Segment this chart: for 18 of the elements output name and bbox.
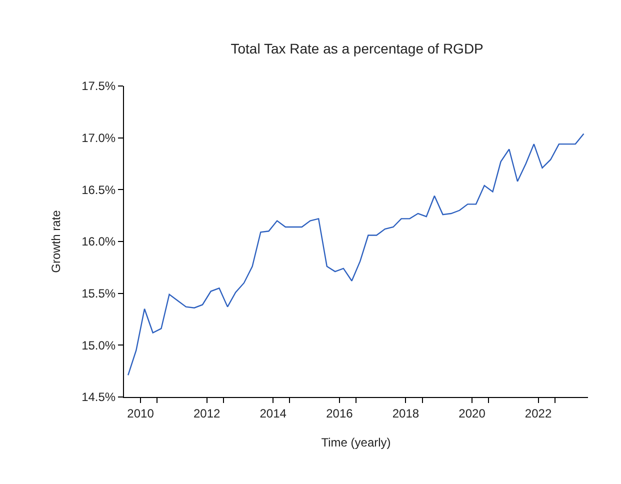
x-tick-label: 2022: [524, 406, 552, 420]
y-tick-label: 14.5%: [82, 390, 116, 404]
line-series: [127, 133, 584, 376]
y-axis-title: Growth rate: [48, 210, 63, 273]
x-tick-label: 2012: [194, 406, 221, 420]
y-tick-label: 15.5%: [82, 286, 116, 301]
x-axis-title: Time (yearly): [321, 435, 391, 450]
x-tick-label: 2018: [392, 406, 420, 420]
y-tick-label: 16.0%: [82, 234, 116, 249]
x-tick-label: 2020: [458, 406, 486, 420]
chart-title: Total Tax Rate as a percentage of RGDP: [230, 40, 484, 56]
x-tick-label: 2014: [260, 406, 287, 420]
y-tick-label: 15.0%: [82, 338, 116, 352]
y-tick-label: 17.5%: [82, 79, 116, 94]
y-tick-label: 16.5%: [82, 182, 116, 197]
x-tick-label: 2010: [127, 406, 154, 420]
x-tick-label: 2016: [326, 406, 354, 420]
y-tick-label: 17.0%: [82, 131, 116, 146]
